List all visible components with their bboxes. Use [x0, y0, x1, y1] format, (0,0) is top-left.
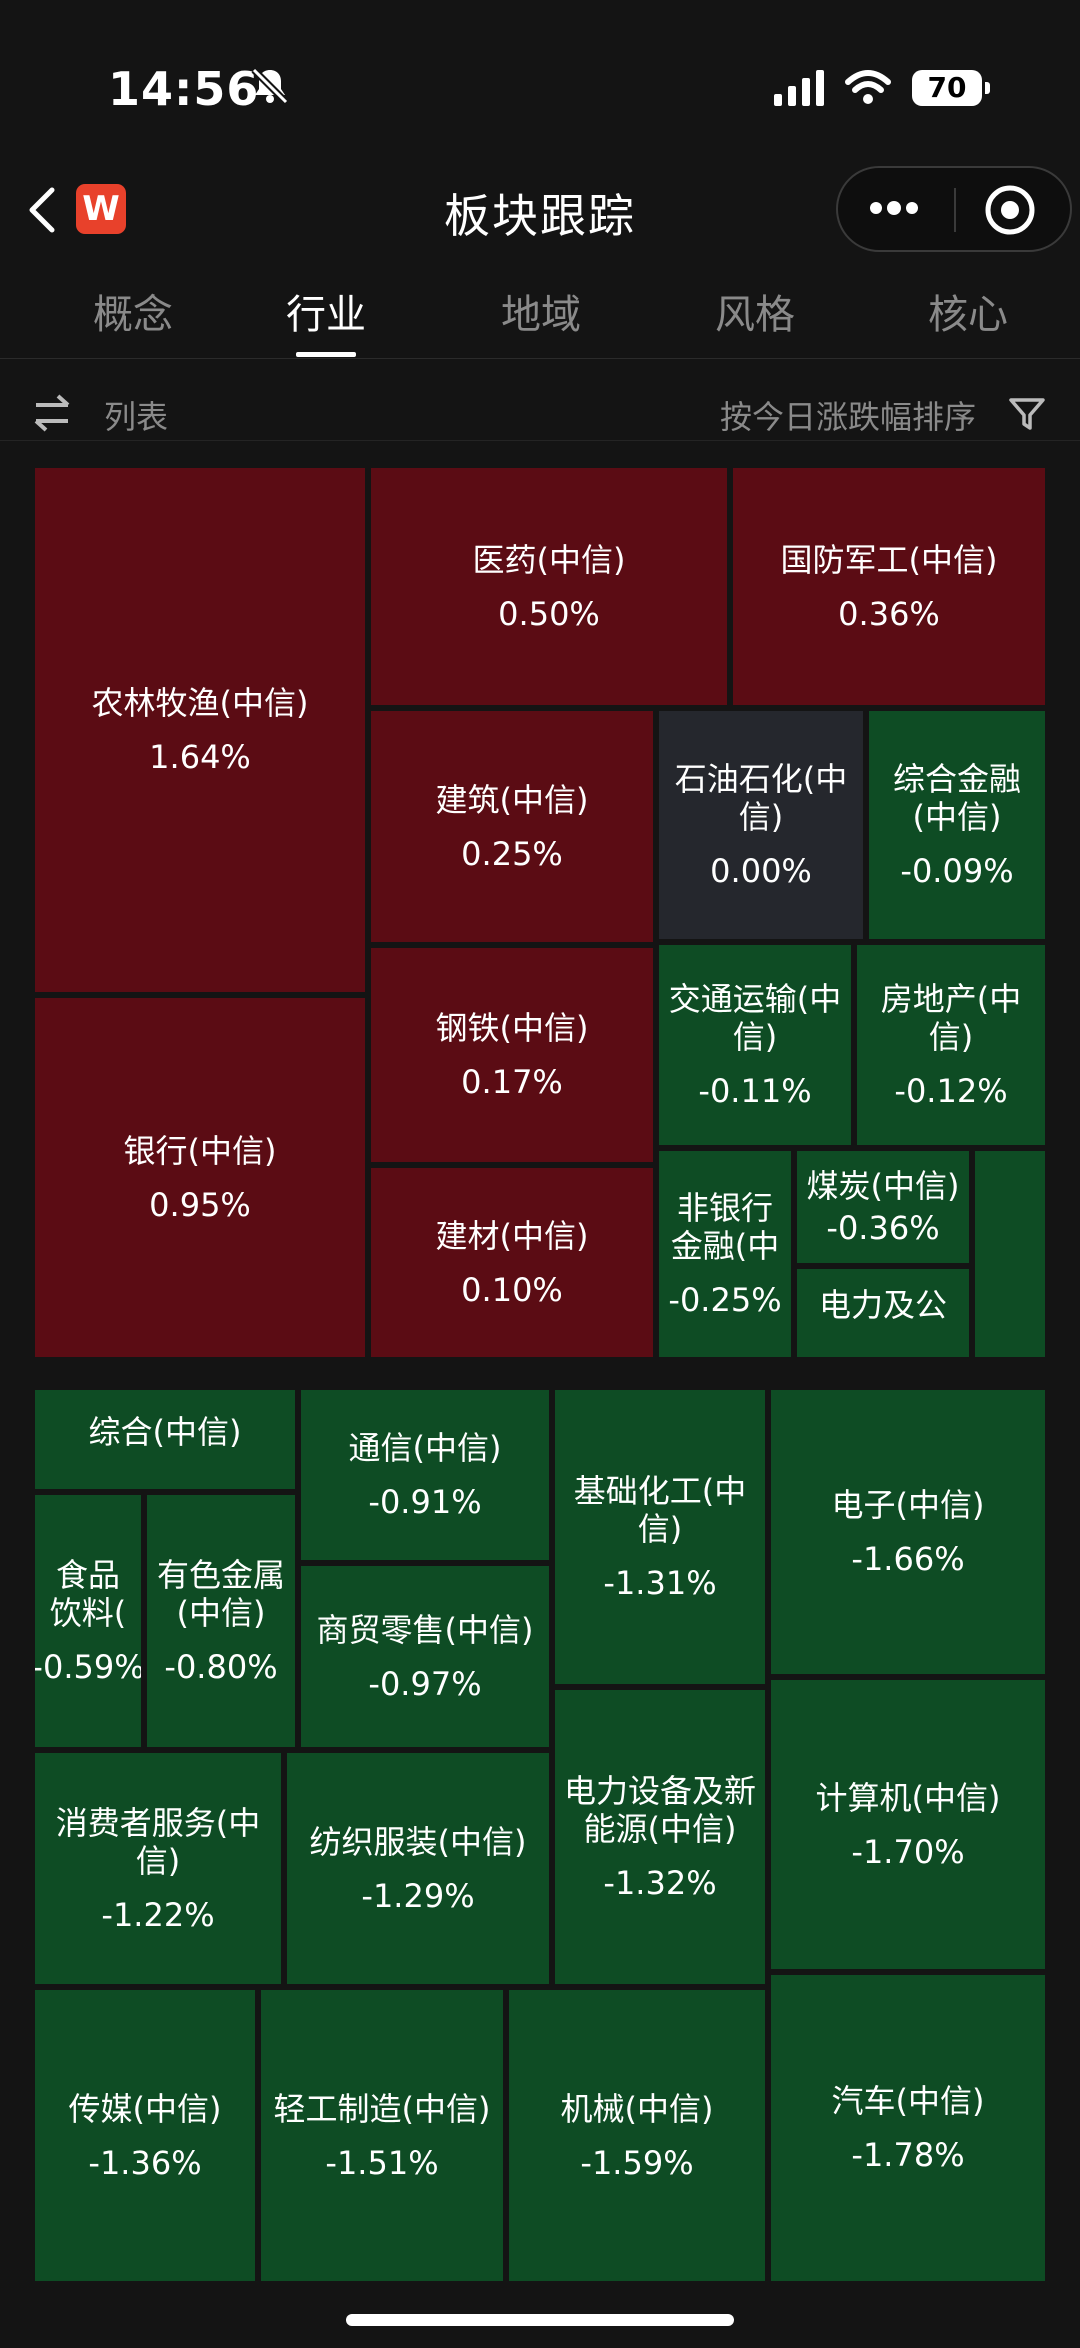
cellular-signal-icon — [774, 70, 824, 106]
tab-core[interactable]: 核心 — [928, 292, 1008, 338]
treemap-tile-conglomerate[interactable]: 综合(中信) — [32, 1387, 298, 1492]
swap-view-icon[interactable] — [32, 394, 72, 432]
treemap-tile-non-bank-finance[interactable]: 非银行金融(中 -0.25% — [656, 1148, 794, 1360]
treemap-tile-steel[interactable]: 钢铁(中信) 0.17% — [368, 945, 656, 1165]
wifi-icon — [845, 70, 891, 104]
treemap-tile-machinery[interactable]: 机械(中信) -1.59% — [506, 1987, 768, 2284]
treemap-tile-construction[interactable]: 建筑(中信) 0.25% — [368, 708, 656, 945]
treemap-tile-retail[interactable]: 商贸零售(中信) -0.97% — [298, 1563, 552, 1750]
treemap-tile-real-estate[interactable]: 房地产(中信) -0.12% — [854, 942, 1048, 1148]
treemap-tile-consumer-services[interactable]: 消费者服务(中信) -1.22% — [32, 1750, 284, 1987]
treemap-tile-telecom[interactable]: 通信(中信) -0.91% — [298, 1387, 552, 1563]
treemap-tile-coal[interactable]: 煤炭(中信) -0.36% — [794, 1148, 972, 1266]
treemap-tile-basic-chemicals[interactable]: 基础化工(中信) -1.31% — [552, 1387, 768, 1687]
treemap-tile-media[interactable]: 传媒(中信) -1.36% — [32, 1987, 258, 2284]
treemap-tile-banking[interactable]: 银行(中信) 0.95% — [32, 995, 368, 1360]
treemap-tile-nonferrous-metals[interactable]: 有色金属(中信) -0.80% — [144, 1492, 298, 1750]
treemap-tile-agriculture[interactable]: 农林牧渔(中信) 1.64% — [32, 465, 368, 995]
page-title: 板块跟踪 — [444, 189, 636, 243]
status-time: 14:56 — [108, 62, 260, 116]
back-chevron-icon[interactable] — [24, 186, 60, 234]
treemap-tile-unlabeled[interactable] — [972, 1148, 1048, 1360]
treemap-tile-defense[interactable]: 国防军工(中信) 0.36% — [730, 465, 1048, 708]
treemap-tile-building-materials[interactable]: 建材(中信) 0.10% — [368, 1165, 656, 1360]
treemap-tile-computer[interactable]: 计算机(中信) -1.70% — [768, 1677, 1048, 1972]
home-indicator — [346, 2314, 734, 2326]
capsule-divider — [954, 188, 956, 232]
treemap-tile-food-beverage[interactable]: 食品饮料( -0.59% — [32, 1492, 144, 1750]
tab-style[interactable]: 风格 — [715, 292, 795, 338]
filter-icon[interactable] — [1008, 396, 1046, 432]
treemap-tile-automobile[interactable]: 汽车(中信) -1.78% — [768, 1972, 1048, 2284]
treemap-tile-petrochem[interactable]: 石油石化(中信) 0.00% — [656, 708, 866, 942]
bell-slash-icon — [251, 67, 289, 105]
tab-industry[interactable]: 行业 — [286, 292, 366, 338]
treemap-tile-light-manufacturing[interactable]: 轻工制造(中信) -1.51% — [258, 1987, 506, 2284]
close-target-icon[interactable] — [984, 184, 1036, 236]
app-logo-icon: W — [76, 184, 126, 234]
treemap-tile-electronics[interactable]: 电子(中信) -1.66% — [768, 1387, 1048, 1677]
list-view-toggle[interactable]: 列表 — [104, 398, 169, 436]
active-tab-indicator — [296, 352, 356, 357]
sort-option[interactable]: 按今日涨跌幅排序 — [719, 398, 976, 436]
battery-indicator: 70 — [912, 70, 990, 106]
toolbar-divider — [0, 440, 1080, 441]
treemap-tile-utilities[interactable]: 电力及公 — [794, 1266, 972, 1360]
treemap-tile-transportation[interactable]: 交通运输(中信) -0.11% — [656, 942, 854, 1148]
treemap-tile-pharma[interactable]: 医药(中信) 0.50% — [368, 465, 730, 708]
treemap-tile-textiles-apparel[interactable]: 纺织服装(中信) -1.29% — [284, 1750, 552, 1987]
treemap-tile-power-equipment[interactable]: 电力设备及新能源(中信) -1.32% — [552, 1687, 768, 1987]
treemap-tile-diversified-finance[interactable]: 综合金融(中信) -0.09% — [866, 708, 1048, 942]
tab-divider — [0, 358, 1080, 359]
more-dots-icon[interactable] — [866, 196, 922, 220]
tab-concept[interactable]: 概念 — [93, 292, 173, 338]
tab-region[interactable]: 地域 — [501, 292, 581, 338]
